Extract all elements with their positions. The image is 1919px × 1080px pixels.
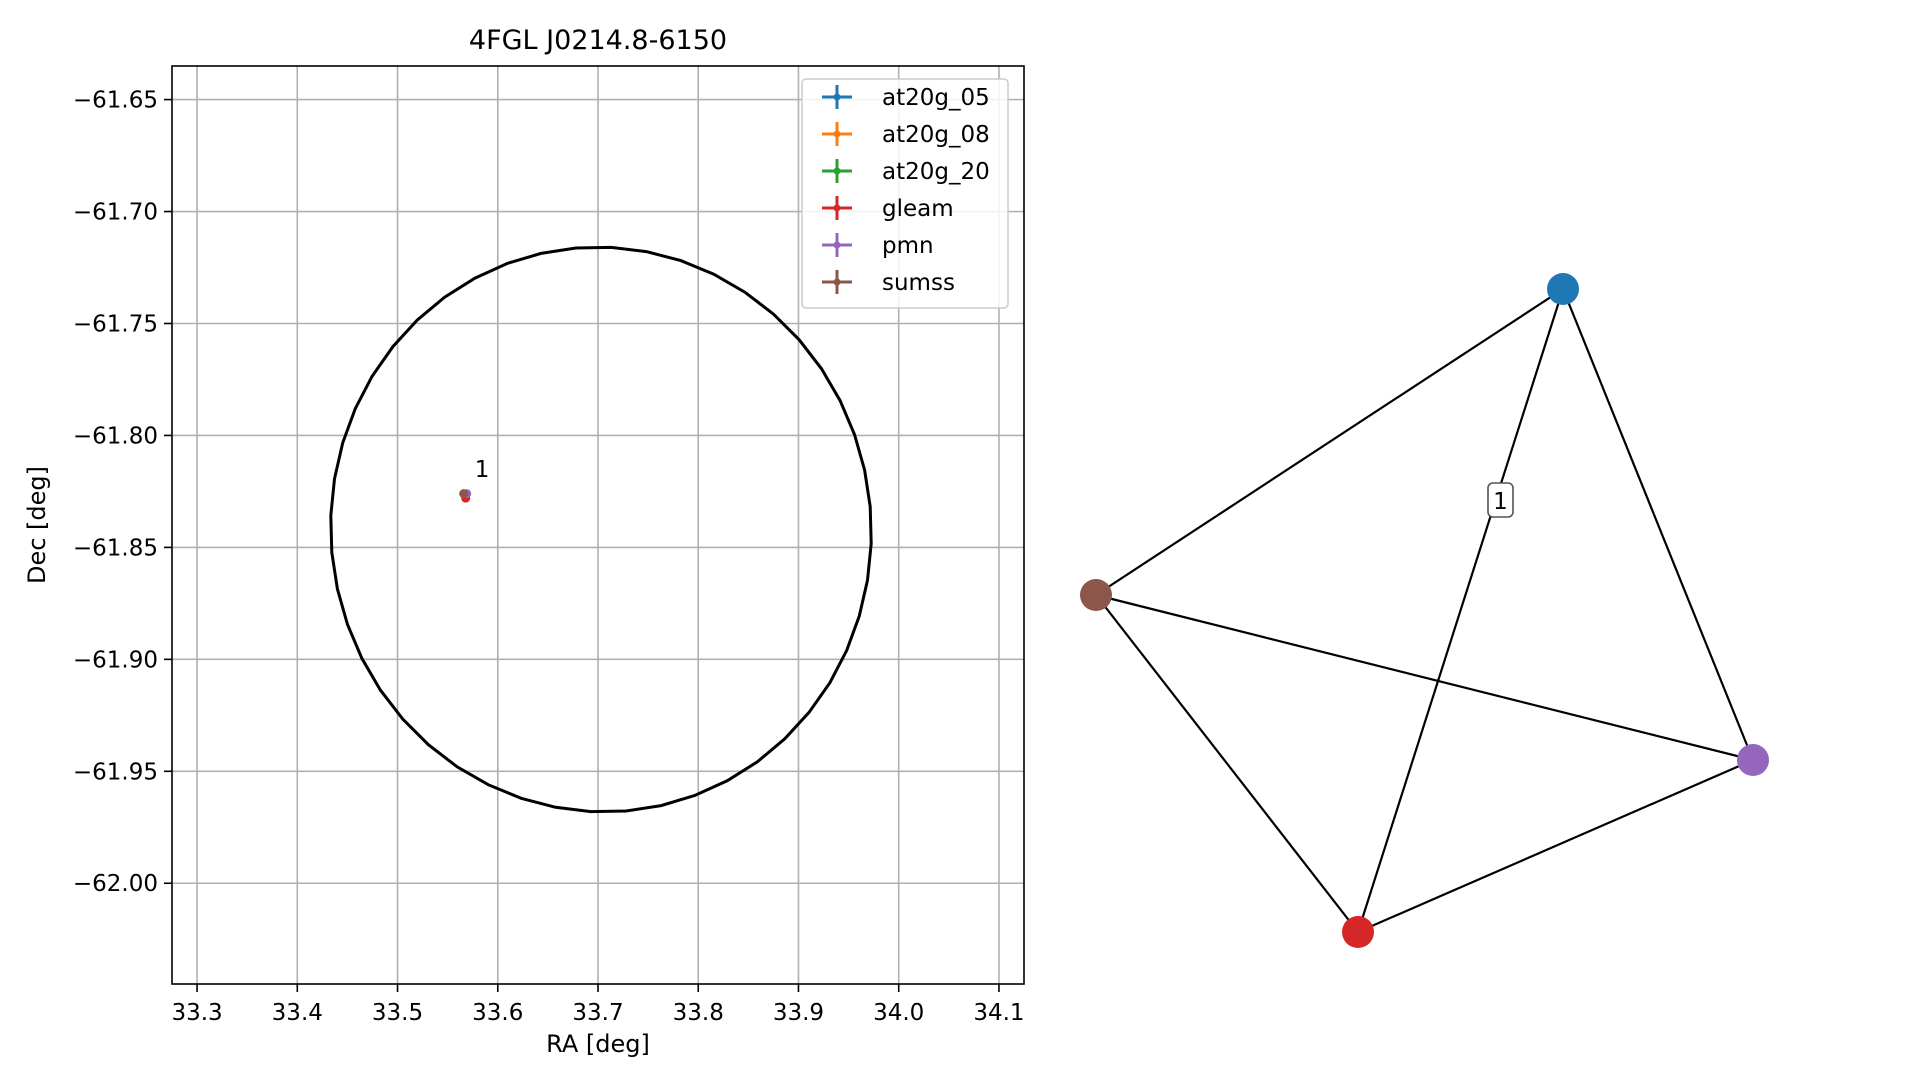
x-tick-label: 33.6 (472, 1000, 523, 1026)
x-tick-label: 34.1 (973, 1000, 1024, 1026)
scatter-panel: 4FGL J0214.8-6150 1 33.3 33.4 33.5 33.6 33.7… (23, 25, 1025, 1058)
legend-marker-dot (833, 167, 841, 175)
y-tick-label: −61.75 (73, 311, 158, 337)
x-tick-label: 33.4 (272, 1000, 323, 1026)
edge-pmn-gleam (1357, 758, 1754, 934)
legend-label: at20g_08 (882, 122, 990, 148)
legend-marker-dot (833, 130, 841, 138)
x-tick-label: 33.3 (171, 1000, 222, 1026)
x-tick-label: 34.0 (873, 1000, 924, 1026)
x-tick-label: 33.5 (372, 1000, 423, 1026)
legend-label: at20g_05 (882, 85, 990, 111)
legend-label: gleam (882, 196, 954, 222)
localization-ellipse (329, 245, 873, 814)
legend-marker-dot (833, 93, 841, 101)
y-axis-label: Dec [deg] (23, 466, 51, 584)
legend-label: pmn (882, 233, 934, 259)
y-tick-label: −61.70 (73, 200, 158, 226)
x-tick-label: 33.9 (773, 1000, 824, 1026)
cluster-annotation: 1 (475, 457, 490, 483)
network-panel: 1 (1080, 273, 1769, 948)
point-sumss (459, 489, 469, 499)
edge-at20g-gleam (1356, 288, 1565, 933)
graph-nodes (1080, 273, 1769, 948)
legend-marker-dot (833, 278, 841, 286)
legend-marker-dot (833, 241, 841, 249)
legend-marker-dot (833, 204, 841, 212)
y-tick-label: −62.00 (73, 871, 158, 897)
legend-label: at20g_20 (882, 159, 990, 185)
edge-sumss-gleam (1095, 594, 1359, 933)
legend-entry-pmn: pmn (822, 233, 934, 259)
legend-entry-gleam: gleam (822, 196, 954, 222)
legend-entry-at20g_08: at20g_08 (822, 122, 990, 148)
legend-entry-at20g_20: at20g_20 (822, 159, 990, 185)
legend-entry-sumss: sumss (822, 270, 955, 296)
y-tick-label: −61.85 (73, 535, 158, 561)
node-pmn (1737, 744, 1769, 776)
node-at20g (1547, 273, 1579, 305)
cluster-label-box: 1 (1487, 482, 1514, 518)
data-points (459, 489, 472, 503)
y-axis: −61.65 −61.70 −61.75 −61.80 −61.85 −61.90 −61.… (73, 88, 172, 897)
node-gleam (1342, 916, 1374, 948)
edge-sumss-pmn (1095, 593, 1754, 762)
chart-title: 4FGL J0214.8-6150 (469, 25, 727, 56)
graph-edges (1095, 288, 1755, 934)
y-tick-label: −61.95 (73, 759, 158, 785)
edge-at20g-sumss (1095, 288, 1564, 596)
grid (172, 66, 1024, 984)
x-tick-label: 33.7 (572, 1000, 623, 1026)
x-axis: 33.3 33.4 33.5 33.6 33.7 33.8 33.9 34.0 34.1 (171, 984, 1025, 1026)
y-tick-label: −61.90 (73, 647, 158, 673)
cluster-label: 1 (1493, 489, 1508, 515)
legend-box (801, 78, 1009, 309)
x-axis-label: RA [deg] (546, 1030, 650, 1058)
y-tick-label: −61.65 (73, 88, 158, 114)
legend-label: sumss (882, 270, 955, 296)
x-tick-label: 33.8 (673, 1000, 724, 1026)
legend-entry-at20g_05: at20g_05 (822, 85, 990, 111)
edge-at20g-pmn (1561, 288, 1755, 761)
node-sumss (1080, 579, 1112, 611)
y-tick-label: −61.80 (73, 423, 158, 449)
